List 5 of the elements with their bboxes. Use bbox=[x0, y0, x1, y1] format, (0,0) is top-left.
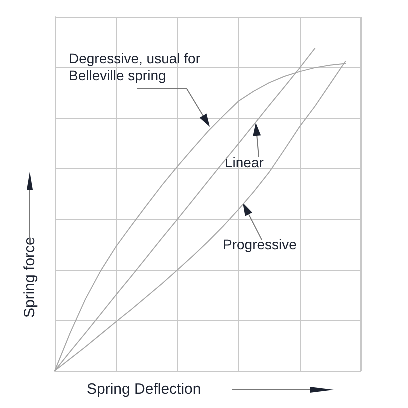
annotation: Linear bbox=[225, 154, 264, 170]
x-axis-title: Spring Deflection bbox=[87, 381, 202, 398]
annotation: Degressive, usual for Belleville spring bbox=[69, 50, 201, 84]
y-axis-title: Spring force bbox=[22, 237, 38, 318]
annotation: Progressive bbox=[223, 236, 298, 252]
